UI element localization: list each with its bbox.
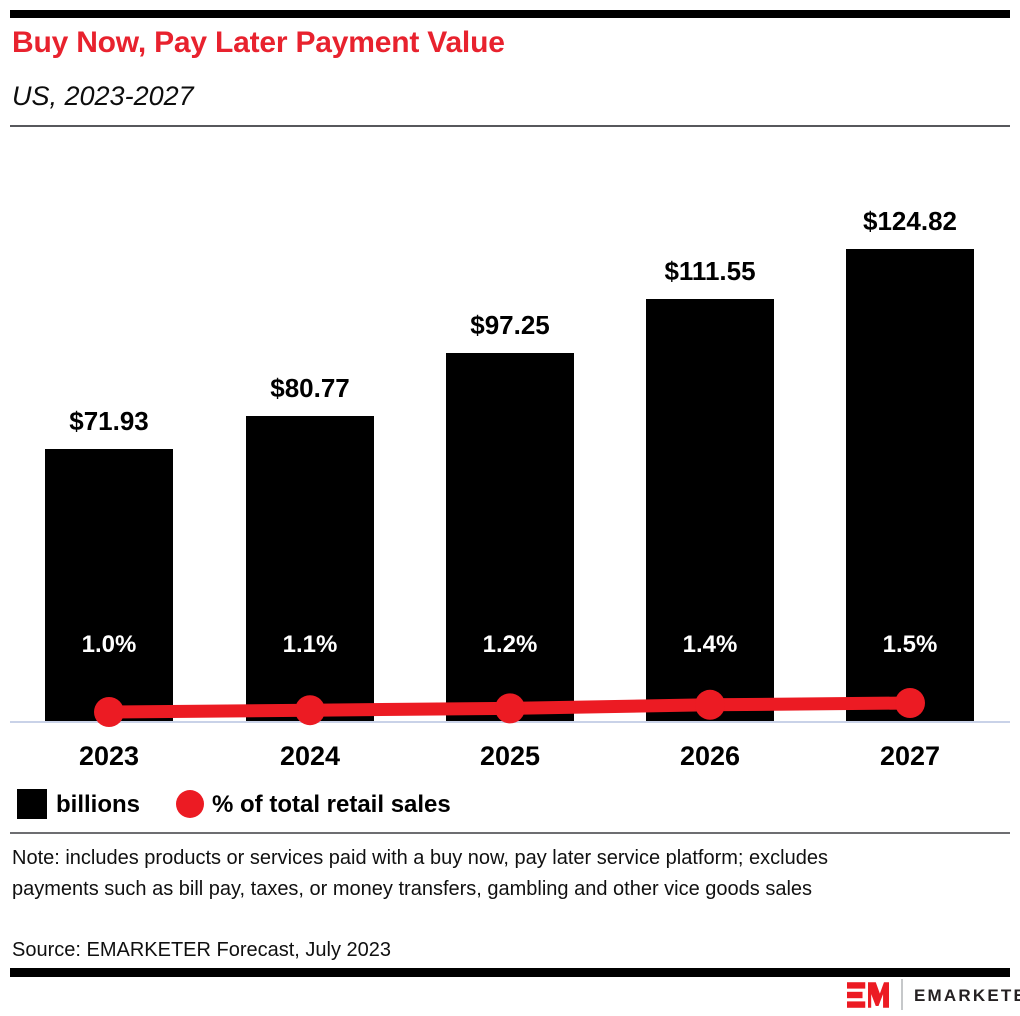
bar-2023 <box>45 449 173 721</box>
bar-value-label-2023: $71.93 <box>69 406 149 436</box>
bar-pct-label-2027: 1.5% <box>882 631 938 658</box>
legend-swatch-retail-pct <box>176 790 204 818</box>
bar-value-label-2027: $124.82 <box>863 206 957 236</box>
legend-label-retail-pct: % of total retail sales <box>212 791 451 818</box>
x-axis-label-2025: 2025 <box>479 741 541 771</box>
x-axis-label-2023: 2023 <box>78 741 140 771</box>
legend-swatch-billions <box>17 789 47 819</box>
x-axis-label-2024: 2024 <box>279 741 341 771</box>
legend-divider <box>10 832 1010 834</box>
emarketer-wordmark: EMARKETER <box>914 986 1020 1005</box>
chart-title: Buy Now, Pay Later Payment Value <box>12 26 505 59</box>
legend-label-billions: billions <box>56 791 140 818</box>
bar-value-label-2025: $97.25 <box>470 310 550 340</box>
bar-2026 <box>646 299 774 721</box>
x-axis-label-2026: 2026 <box>679 741 741 771</box>
emarketer-logo-icon <box>847 982 889 1008</box>
bar-pct-label-2025: 1.2% <box>482 631 538 658</box>
bar-2027 <box>846 249 974 721</box>
bottom-accent-bar <box>10 968 1010 977</box>
bar-value-label-2024: $80.77 <box>270 373 350 403</box>
chart-subtitle: US, 2023-2027 <box>12 81 194 111</box>
source-text: Source: EMARKETER Forecast, July 2023 <box>12 939 392 961</box>
top-accent-bar <box>10 10 1010 18</box>
note-text: Note: includes products or services paid… <box>12 847 828 900</box>
x-axis-baseline <box>10 721 1010 723</box>
title-divider <box>10 125 1010 127</box>
bar-pct-label-2023: 1.0% <box>81 631 137 658</box>
x-axis-label-2027: 2027 <box>879 741 941 771</box>
logo-divider <box>901 979 903 1010</box>
bar-pct-label-2024: 1.1% <box>282 631 338 658</box>
bar-2025 <box>446 353 574 721</box>
bar-value-label-2026: $111.55 <box>664 256 756 286</box>
bar-pct-label-2026: 1.4% <box>682 631 738 658</box>
bar-2024 <box>246 416 374 721</box>
